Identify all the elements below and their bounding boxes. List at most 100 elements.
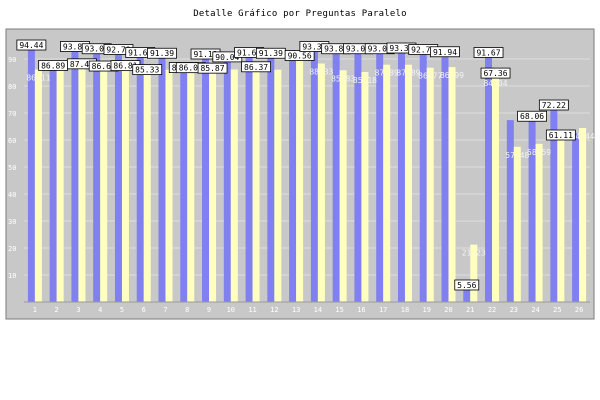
bar-series-1 xyxy=(506,120,514,303)
data-label: 84.04 xyxy=(483,79,507,88)
bar-series-1 xyxy=(267,55,275,302)
bar-series-1 xyxy=(49,67,57,302)
bar-series-1 xyxy=(354,50,362,302)
data-label: 93.33 xyxy=(302,42,326,51)
data-label: 91.67 xyxy=(237,48,261,57)
x-tick-label: 7 xyxy=(163,306,167,314)
data-label-box xyxy=(454,279,480,291)
bar-series-2 xyxy=(339,70,347,302)
data-label-box xyxy=(545,129,576,141)
x-tick-label: 4 xyxy=(98,306,102,314)
data-label: 85.83 xyxy=(331,74,355,83)
bar-series-2 xyxy=(230,69,238,303)
x-tick-label: 6 xyxy=(142,306,146,314)
y-tick-label: 30 xyxy=(8,218,16,226)
bar-series-2 xyxy=(448,67,456,302)
x-tick-label: 17 xyxy=(379,306,387,314)
bar-series-2 xyxy=(579,128,587,302)
bar-series-2 xyxy=(426,67,434,302)
x-tick-label: 5 xyxy=(120,306,124,314)
data-label: 64.44 xyxy=(571,132,595,141)
y-tick-label: 60 xyxy=(8,137,16,145)
x-tick-label: 24 xyxy=(531,306,539,314)
x-tick-label: 12 xyxy=(270,306,278,314)
bar-series-2 xyxy=(209,70,217,302)
bars xyxy=(24,47,590,303)
data-label: 92.78 xyxy=(106,45,130,54)
data-label: 93.06 xyxy=(368,45,392,54)
bar-series-1 xyxy=(441,53,449,303)
x-tick-label: 21 xyxy=(466,306,474,314)
y-tick-label: 40 xyxy=(8,191,16,199)
x-tick-label: 9 xyxy=(207,306,211,314)
data-label: 86.81 xyxy=(113,62,137,71)
data-label: 86.11 xyxy=(26,74,50,83)
bar-series-1 xyxy=(71,48,79,302)
bar-series-2 xyxy=(100,68,108,302)
data-label: 92.78 xyxy=(411,45,435,54)
bar-series-2 xyxy=(56,67,64,302)
bar-series-1 xyxy=(550,107,558,302)
data-label: 93.89 xyxy=(63,42,87,51)
y-tick-label: 20 xyxy=(8,245,16,253)
data-label: 61.11 xyxy=(549,131,573,140)
data-label: 91.11 xyxy=(193,50,217,59)
x-tick-label: 2 xyxy=(55,306,59,314)
data-label: 93.06 xyxy=(85,45,109,54)
y-tick-label: 10 xyxy=(8,272,16,280)
data-label: 5.56 xyxy=(457,281,476,290)
bar-series-2 xyxy=(492,75,500,302)
bar-series-1 xyxy=(485,54,493,303)
bar-series-1 xyxy=(180,69,188,302)
data-labels: 86.1188.3385.8385.1887.8987.8986.7786.99… xyxy=(16,39,595,291)
bar-series-2 xyxy=(470,244,478,302)
bar-series-2 xyxy=(383,64,391,303)
data-label: 91.67 xyxy=(128,48,152,57)
bar-series-2 xyxy=(252,68,260,303)
bar-series-2 xyxy=(361,72,369,302)
x-tick-label: 14 xyxy=(314,306,322,314)
data-label: 91.67 xyxy=(476,48,500,57)
bar-series-2 xyxy=(78,65,86,303)
bar-series-1 xyxy=(332,50,340,302)
x-tick-label: 3 xyxy=(76,306,80,314)
data-label-box xyxy=(241,61,271,73)
data-label: 86.37 xyxy=(244,63,268,72)
x-tick-label: 26 xyxy=(575,306,583,314)
data-label: 67.36 xyxy=(483,69,507,78)
data-label-box xyxy=(480,67,511,79)
data-label-box xyxy=(16,39,47,51)
bar-series-1 xyxy=(223,58,231,302)
data-label: 87.89 xyxy=(375,69,399,78)
bar-series-2 xyxy=(513,146,521,302)
bar-series-2 xyxy=(274,69,282,302)
x-tick-label: 23 xyxy=(510,306,518,314)
bar-series-1 xyxy=(572,133,580,302)
x-tick-label: 19 xyxy=(423,306,431,314)
x-tick-label: 1 xyxy=(33,306,37,314)
data-label: 87.47 xyxy=(70,60,94,69)
bar-series-1 xyxy=(397,50,405,302)
data-label: 86.05 xyxy=(179,64,203,73)
bar-series-1 xyxy=(376,50,384,302)
data-label: 85.87 xyxy=(200,64,224,73)
data-label: 94.44 xyxy=(19,41,43,50)
data-label: 88.33 xyxy=(309,68,333,77)
y-tick-label: 80 xyxy=(8,83,16,91)
data-label: 93.06 xyxy=(346,45,370,54)
bar-series-1 xyxy=(463,286,471,302)
data-label: 86.65 xyxy=(92,62,116,71)
bar-series-2 xyxy=(165,69,173,302)
data-label-box xyxy=(197,62,228,74)
bar-series-1 xyxy=(245,54,253,303)
data-label-box xyxy=(147,47,177,59)
chart-title: Detalle Gráfico por Preguntas Paralelo xyxy=(193,9,407,19)
bar-series-2 xyxy=(557,137,565,302)
data-label: 86.77 xyxy=(418,72,442,81)
data-label: 90.04 xyxy=(215,53,239,62)
bar-series-1 xyxy=(528,118,536,302)
data-label: 68.06 xyxy=(520,112,544,121)
bar-series-1 xyxy=(419,51,427,302)
data-label: 93.33 xyxy=(389,44,413,53)
